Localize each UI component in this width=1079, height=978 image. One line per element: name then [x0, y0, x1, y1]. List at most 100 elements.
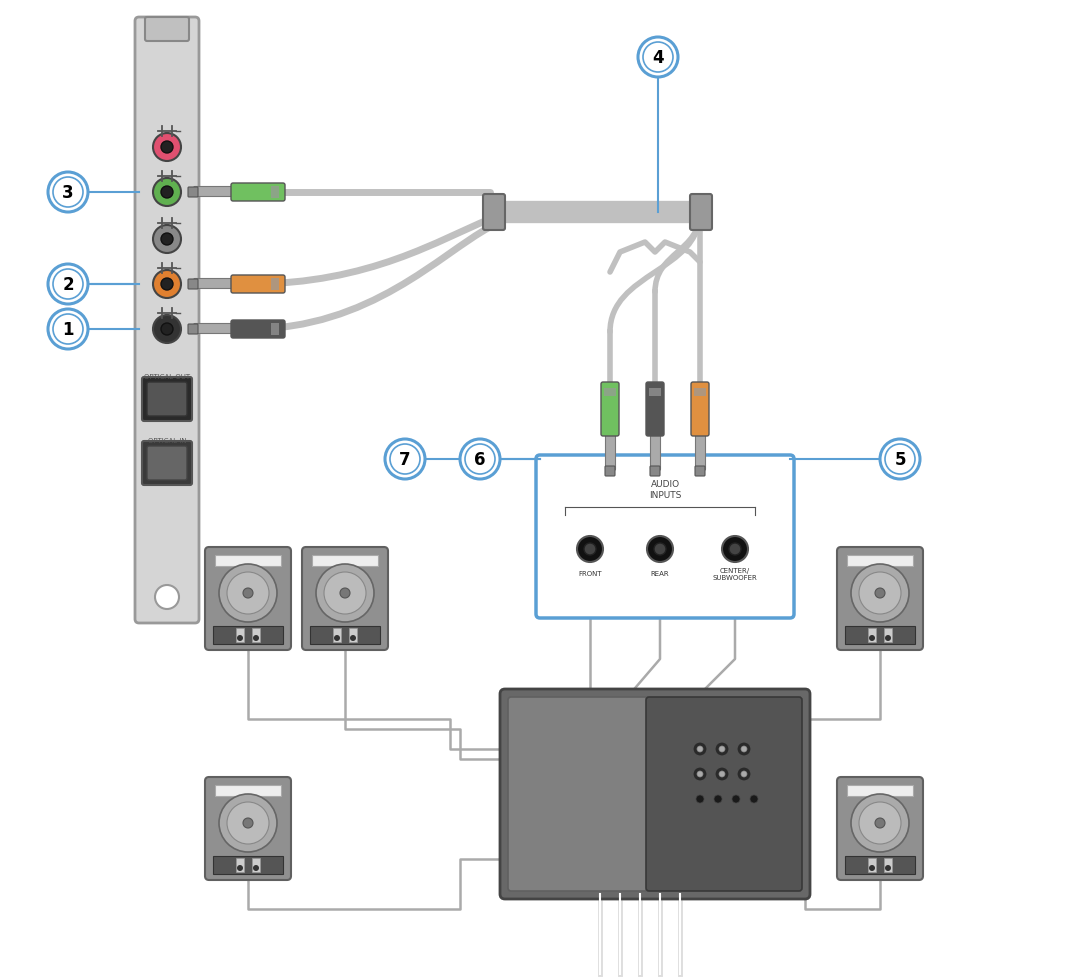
FancyBboxPatch shape — [188, 280, 199, 289]
Bar — [213, 856, 283, 874]
Circle shape — [243, 589, 252, 599]
FancyBboxPatch shape — [605, 467, 615, 476]
Circle shape — [697, 746, 704, 752]
Circle shape — [161, 234, 173, 245]
FancyBboxPatch shape — [135, 18, 199, 623]
FancyBboxPatch shape — [500, 689, 810, 899]
Circle shape — [697, 772, 704, 778]
Text: 6: 6 — [475, 451, 486, 468]
Circle shape — [851, 564, 909, 622]
Bar — [845, 626, 915, 645]
Circle shape — [869, 636, 875, 642]
Text: FRONT: FRONT — [578, 570, 602, 576]
Bar — [845, 856, 915, 874]
FancyBboxPatch shape — [205, 778, 291, 880]
FancyBboxPatch shape — [193, 324, 234, 334]
Circle shape — [155, 586, 179, 609]
Circle shape — [693, 742, 707, 756]
Circle shape — [219, 794, 277, 852]
FancyBboxPatch shape — [536, 456, 794, 618]
Circle shape — [161, 324, 173, 335]
Circle shape — [647, 537, 673, 562]
Circle shape — [722, 537, 748, 562]
Circle shape — [53, 178, 83, 207]
Circle shape — [880, 439, 920, 479]
FancyBboxPatch shape — [601, 382, 619, 436]
Bar — [884, 858, 892, 872]
Bar — [252, 858, 260, 872]
Circle shape — [53, 315, 83, 344]
Circle shape — [153, 134, 181, 161]
Text: 3: 3 — [63, 184, 73, 201]
Bar — [604, 388, 616, 397]
FancyBboxPatch shape — [837, 548, 923, 650]
Text: 4: 4 — [652, 49, 664, 67]
Circle shape — [243, 819, 252, 828]
Circle shape — [153, 179, 181, 206]
Circle shape — [577, 537, 603, 562]
FancyBboxPatch shape — [205, 548, 291, 650]
Bar — [236, 858, 244, 872]
FancyBboxPatch shape — [142, 378, 192, 422]
Bar — [252, 628, 260, 643]
Circle shape — [729, 544, 741, 556]
Circle shape — [334, 636, 340, 642]
Circle shape — [654, 544, 666, 556]
Circle shape — [584, 544, 596, 556]
FancyBboxPatch shape — [651, 433, 660, 471]
FancyBboxPatch shape — [188, 325, 199, 334]
Circle shape — [638, 38, 678, 78]
Text: AUDIO
INPUTS: AUDIO INPUTS — [648, 479, 681, 500]
Circle shape — [737, 742, 751, 756]
FancyBboxPatch shape — [696, 433, 706, 471]
Bar — [648, 388, 661, 397]
Circle shape — [390, 445, 420, 474]
FancyBboxPatch shape — [508, 697, 648, 891]
Text: 1: 1 — [63, 321, 73, 338]
Bar — [847, 785, 913, 796]
Circle shape — [859, 572, 901, 614]
FancyBboxPatch shape — [483, 195, 505, 231]
Circle shape — [643, 43, 673, 73]
FancyBboxPatch shape — [193, 188, 234, 198]
Text: CENTER/
SUBWOOFER: CENTER/ SUBWOOFER — [712, 567, 757, 580]
Circle shape — [161, 142, 173, 154]
Circle shape — [237, 636, 243, 642]
Bar — [271, 279, 279, 290]
FancyBboxPatch shape — [147, 447, 187, 480]
Circle shape — [715, 742, 729, 756]
FancyBboxPatch shape — [650, 467, 660, 476]
FancyBboxPatch shape — [147, 382, 187, 417]
FancyBboxPatch shape — [691, 382, 709, 436]
Circle shape — [859, 802, 901, 844]
Circle shape — [741, 746, 747, 752]
Bar — [847, 556, 913, 566]
Bar — [215, 556, 281, 566]
Circle shape — [875, 819, 885, 828]
Circle shape — [161, 279, 173, 290]
Circle shape — [47, 310, 88, 350]
Text: OPTICAL IN: OPTICAL IN — [148, 437, 187, 444]
Bar — [868, 628, 876, 643]
FancyBboxPatch shape — [188, 188, 199, 198]
Circle shape — [869, 866, 875, 871]
FancyBboxPatch shape — [302, 548, 388, 650]
Circle shape — [252, 636, 259, 642]
Circle shape — [153, 226, 181, 253]
FancyBboxPatch shape — [837, 778, 923, 880]
FancyBboxPatch shape — [695, 467, 705, 476]
Circle shape — [465, 445, 495, 474]
Circle shape — [153, 271, 181, 298]
Circle shape — [737, 767, 751, 781]
Circle shape — [715, 767, 729, 781]
Circle shape — [316, 564, 374, 622]
Circle shape — [252, 866, 259, 871]
Circle shape — [460, 439, 500, 479]
Bar — [310, 626, 380, 645]
Circle shape — [693, 767, 707, 781]
Circle shape — [47, 265, 88, 305]
Text: OPTICAL OUT: OPTICAL OUT — [144, 374, 190, 379]
Bar — [213, 626, 283, 645]
FancyBboxPatch shape — [231, 184, 285, 201]
Circle shape — [324, 572, 366, 614]
